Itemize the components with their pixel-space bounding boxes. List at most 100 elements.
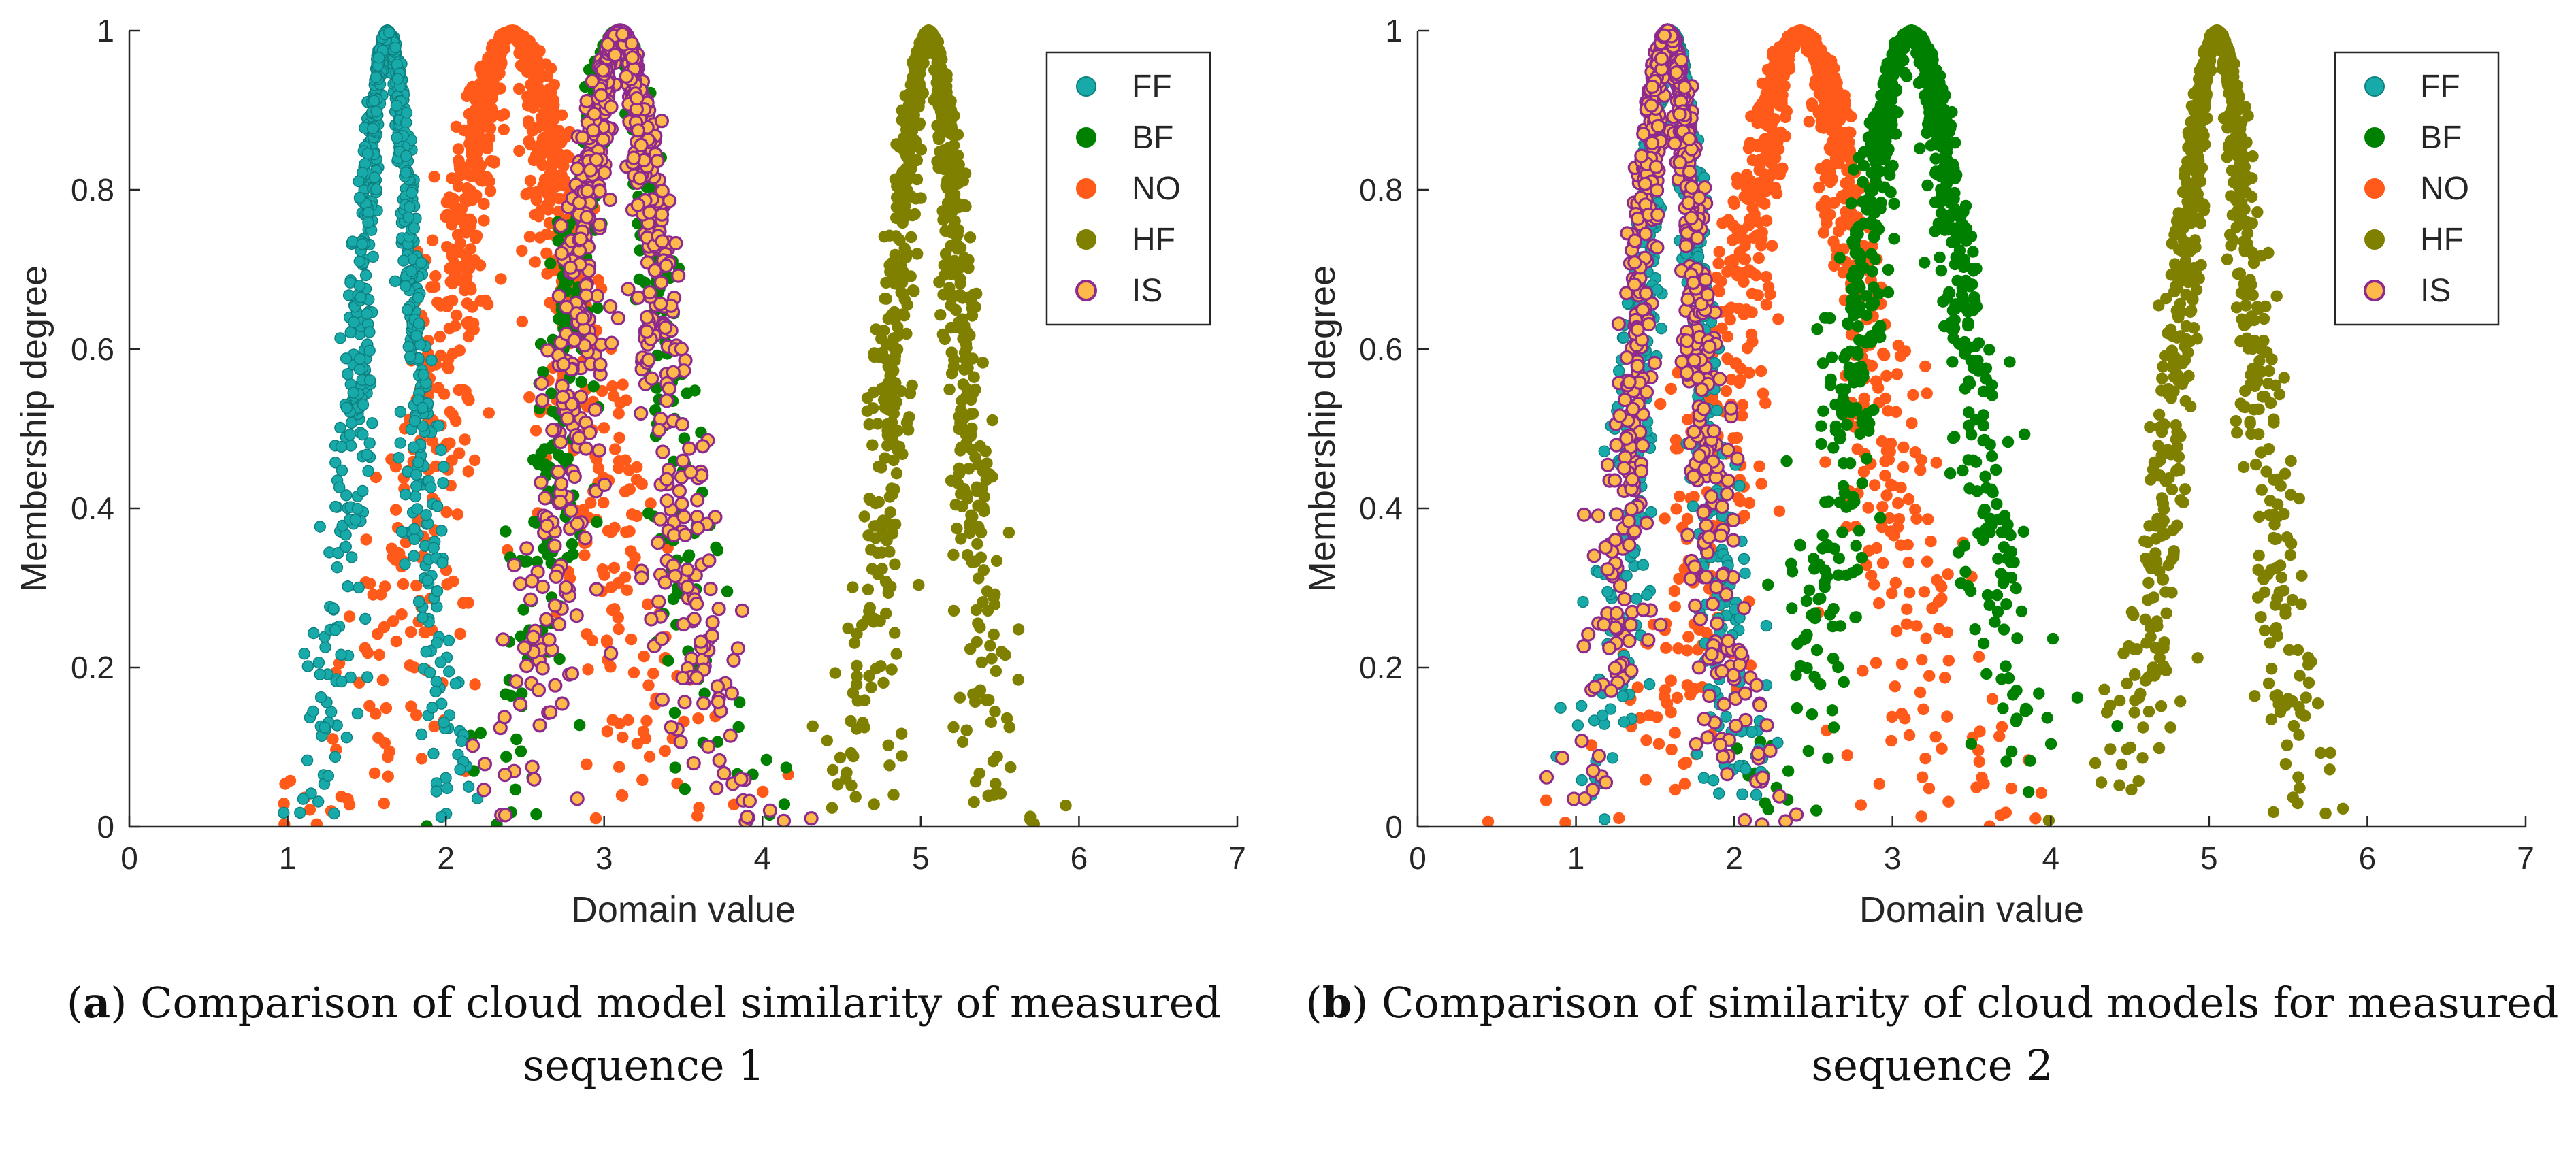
point-ff xyxy=(404,350,417,363)
point-no xyxy=(1819,456,1831,468)
point-no xyxy=(370,708,382,720)
point-is xyxy=(659,258,674,274)
point-no xyxy=(1870,657,1882,669)
point-ff xyxy=(370,183,382,195)
point-ff xyxy=(404,201,416,213)
point-ff xyxy=(406,186,418,199)
point-no xyxy=(636,478,648,490)
point-no xyxy=(1673,572,1685,585)
point-hf xyxy=(902,424,915,436)
point-ff xyxy=(345,416,358,429)
point-no xyxy=(1755,365,1767,378)
point-hf xyxy=(975,656,988,668)
point-no xyxy=(534,95,546,108)
point-no xyxy=(598,496,610,509)
point-no xyxy=(691,810,704,822)
legend-label-ff: FF xyxy=(1132,69,1172,105)
point-no xyxy=(405,626,417,638)
point-bf xyxy=(510,733,523,746)
point-hf xyxy=(826,763,839,776)
point-is xyxy=(651,594,666,609)
point-ff xyxy=(297,793,310,805)
series-no-points xyxy=(1482,24,2048,827)
point-no xyxy=(554,136,566,148)
point-no xyxy=(1773,505,1786,517)
point-hf xyxy=(953,467,966,480)
point-hf xyxy=(954,444,966,457)
point-hf xyxy=(957,332,969,345)
x-tick-label: 1 xyxy=(279,840,297,876)
point-is xyxy=(512,576,528,591)
point-bf xyxy=(537,366,549,378)
point-hf xyxy=(895,192,907,204)
point-is xyxy=(542,632,557,647)
point-no xyxy=(1836,190,1848,202)
point-no xyxy=(1759,397,1772,409)
point-no xyxy=(1760,271,1772,283)
point-is xyxy=(630,290,646,305)
point-is xyxy=(534,475,549,490)
point-no xyxy=(1865,359,1878,372)
point-is xyxy=(680,579,695,595)
point-bf xyxy=(574,719,586,732)
point-no xyxy=(614,397,626,409)
point-no xyxy=(1879,455,1891,467)
point-is xyxy=(602,192,618,208)
point-is xyxy=(712,753,727,768)
point-is xyxy=(651,535,666,550)
point-ff xyxy=(435,444,447,457)
point-ff xyxy=(397,254,410,267)
point-ff xyxy=(427,747,440,760)
point-hf xyxy=(953,262,965,275)
point-hf xyxy=(880,293,893,305)
point-ff xyxy=(373,51,385,64)
point-no xyxy=(1728,197,1740,210)
point-no xyxy=(1680,756,1693,769)
point-no xyxy=(613,623,625,636)
point-no xyxy=(382,751,394,763)
point-hf xyxy=(1012,623,1025,636)
point-no xyxy=(1889,680,1901,693)
point-hf xyxy=(904,387,917,399)
point-ff xyxy=(361,671,374,683)
point-hf xyxy=(848,637,861,649)
point-is xyxy=(655,692,670,707)
point-no xyxy=(1942,568,1954,580)
point-is xyxy=(654,114,670,129)
point-bf xyxy=(516,687,528,700)
point-is xyxy=(555,389,570,405)
point-is xyxy=(734,603,750,619)
point-no xyxy=(1665,743,1678,756)
point-no xyxy=(1877,347,1889,360)
point-hf xyxy=(840,772,852,785)
point-no xyxy=(1817,227,1830,239)
point-is xyxy=(730,641,745,656)
point-ff xyxy=(429,685,442,697)
point-ff xyxy=(417,401,429,414)
point-is xyxy=(573,231,588,246)
point-hf xyxy=(884,506,896,519)
point-no xyxy=(493,67,506,80)
point-no xyxy=(617,731,629,744)
point-no xyxy=(343,798,356,811)
point-no xyxy=(592,274,604,286)
point-no xyxy=(447,193,459,206)
point-no xyxy=(380,702,393,714)
point-hf xyxy=(892,329,904,342)
point-ff xyxy=(391,73,404,85)
point-is xyxy=(717,766,732,781)
point-hf xyxy=(863,418,875,431)
point-is xyxy=(662,381,676,396)
point-no xyxy=(1906,417,1918,429)
point-is xyxy=(724,686,740,701)
x-tick-label: 7 xyxy=(1228,840,1246,876)
point-hf xyxy=(981,457,993,470)
point-no xyxy=(343,610,356,623)
point-no xyxy=(1884,445,1896,458)
point-no xyxy=(1660,642,1672,654)
point-is xyxy=(567,333,582,348)
point-is xyxy=(701,739,716,754)
point-is xyxy=(477,757,493,772)
point-ff xyxy=(405,265,418,278)
